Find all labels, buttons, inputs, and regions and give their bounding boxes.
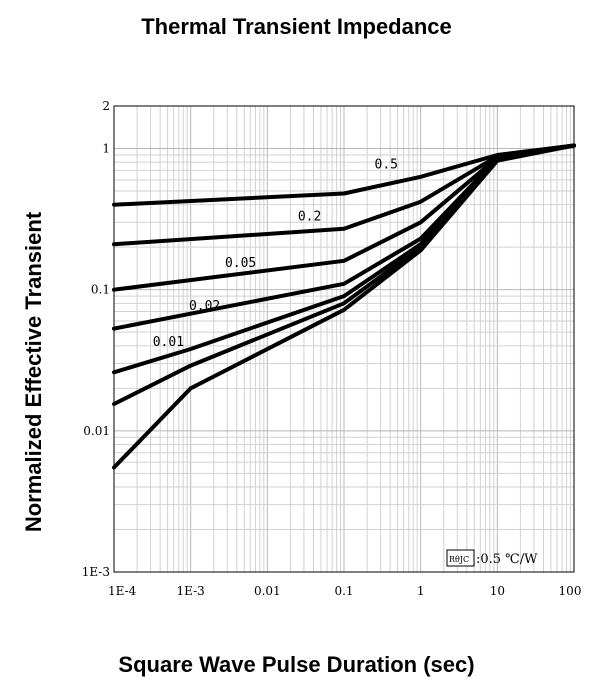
x-tick-label: 1E-3: [177, 584, 205, 598]
curves: [112, 143, 576, 470]
plot-frame: [113, 105, 575, 573]
curve-label-0-01: 0.01: [153, 335, 184, 350]
y-tick-label: 1: [102, 141, 110, 155]
y-tick-label: 0.1: [91, 283, 110, 297]
curve-labels: 0.5 0.2 0.05 0.02 0.01: [153, 158, 398, 350]
x-tick-label: 1: [417, 584, 425, 598]
x-tick-label: 0.1: [334, 584, 353, 598]
y-tick-label: 1E-3: [82, 565, 110, 579]
x-tick-label: 0.01: [254, 584, 281, 598]
rthjc-value: :0.5 ℃/W: [476, 552, 538, 567]
curve-label-0-2: 0.2: [298, 209, 321, 224]
series-line-7: [112, 143, 576, 470]
curve-label-0-05: 0.05: [225, 256, 256, 271]
curve-label-0-5: 0.5: [375, 158, 398, 173]
chart-title: Thermal Transient Impedance: [141, 14, 452, 39]
x-axis-label: Square Wave Pulse Duration (sec): [118, 652, 475, 677]
y-tick-label: 0.01: [83, 424, 110, 438]
rthjc-annotation: RθJC :0.5 ℃/W: [446, 549, 538, 567]
x-tick-label: 10: [490, 584, 505, 598]
y-tick-label: 2: [102, 99, 110, 113]
x-tick-label: 100: [559, 584, 582, 598]
x-tick-label: 1E-4: [108, 584, 137, 598]
rthjc-box: [446, 549, 475, 567]
rthjc-box-label: RθJC: [449, 555, 469, 564]
tick-labels: 1E-4 1E-3 0.01 0.1 1 10 100 1E-3 0.01 0.1 1 2: [82, 99, 582, 598]
curve-label-0-02: 0.02: [189, 299, 220, 314]
